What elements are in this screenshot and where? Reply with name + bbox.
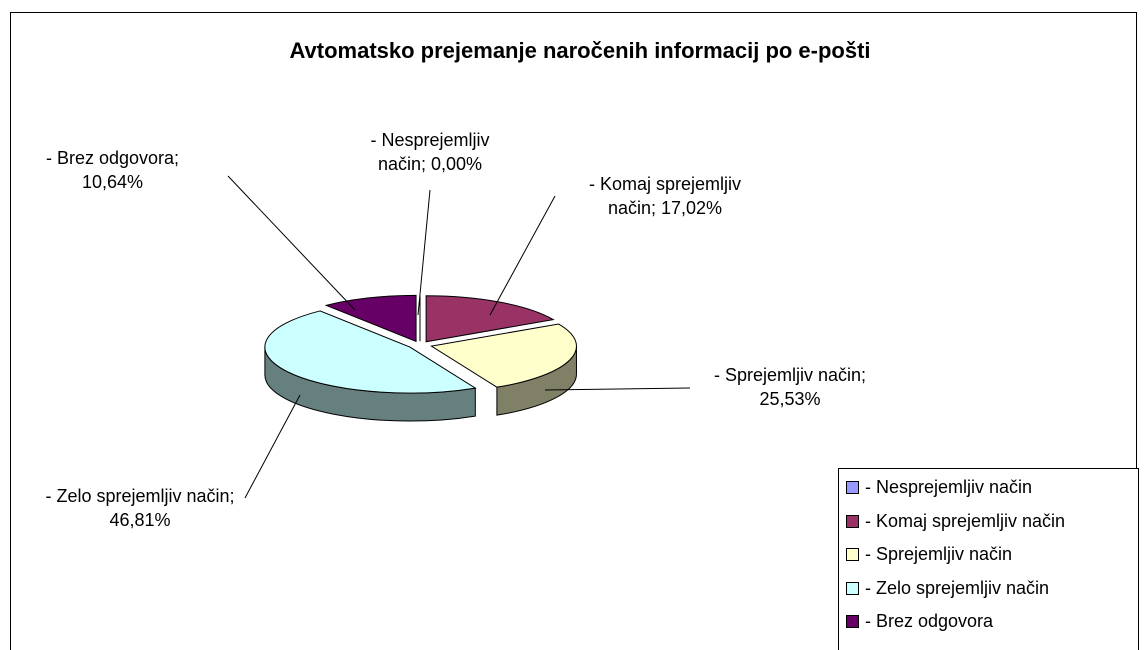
pie-slice xyxy=(430,323,577,388)
data-label: - Komaj sprejemljiv način; 17,02% xyxy=(588,174,742,218)
legend-label: - Zelo sprejemljiv način xyxy=(865,577,1050,598)
data-label: - Sprejemljiv način; 25,53% xyxy=(713,365,867,409)
legend-item: - Brez odgovora xyxy=(846,611,993,632)
legend-item: - Komaj sprejemljiv način xyxy=(846,511,1065,532)
legend-item: - Nesprejemljiv način xyxy=(846,477,1032,498)
data-label: - Zelo sprejemljiv način; 46,81% xyxy=(45,486,235,530)
legend-box xyxy=(838,468,1139,650)
data-label: - Nesprejemljiv način; 0,00% xyxy=(370,130,490,174)
leader-line xyxy=(244,394,301,499)
legend-swatch xyxy=(846,581,859,595)
legend-label: - Brez odgovora xyxy=(865,611,994,631)
leader-line xyxy=(417,189,431,316)
pie xyxy=(264,294,577,422)
legend-swatch xyxy=(846,481,859,494)
pie-slice xyxy=(324,294,417,343)
legend-item: - Zelo sprejemljiv način xyxy=(846,578,1049,599)
legend-label: - Komaj sprejemljiv način xyxy=(865,510,1066,531)
leader-line xyxy=(544,387,691,391)
chart-title: Avtomatsko prejemanje naročenih informac… xyxy=(289,38,870,63)
pie-slice xyxy=(425,295,555,343)
pie-slice xyxy=(264,310,477,394)
legend-swatch xyxy=(846,514,859,528)
leader-line xyxy=(489,195,556,316)
legend-swatch xyxy=(846,615,859,628)
legend-label: - Sprejemljiv način xyxy=(865,544,1013,564)
legend-swatch xyxy=(846,548,859,561)
leader-line xyxy=(227,175,356,311)
data-label: - Brez odgovora; 10,64% xyxy=(45,148,180,192)
legend-label: - Nesprejemljiv način xyxy=(865,477,1033,497)
legend-item: - Sprejemljiv način xyxy=(846,544,1012,565)
